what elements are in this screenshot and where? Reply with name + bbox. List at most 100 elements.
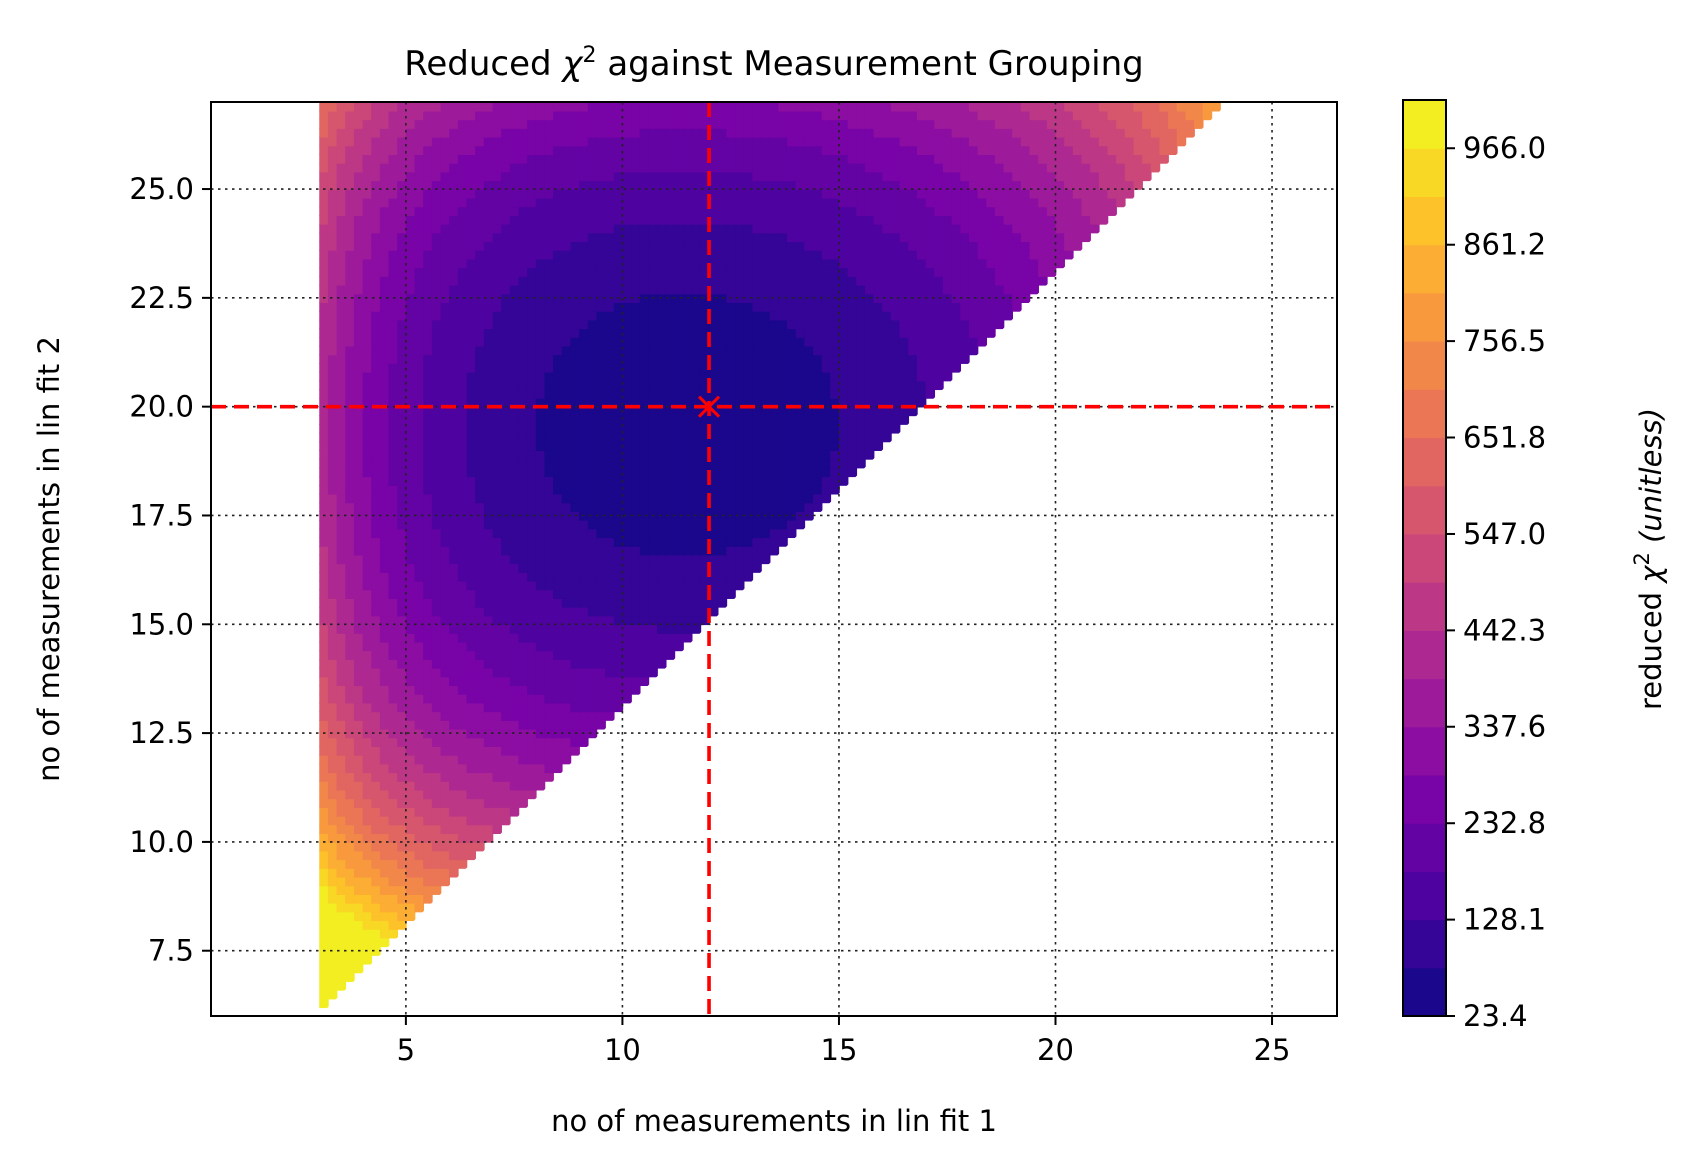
contour-cell [518, 302, 528, 312]
contour-cell [319, 589, 329, 599]
contour-cell [379, 728, 390, 739]
contour-cell [449, 397, 459, 408]
contour-cell [882, 345, 892, 356]
contour-cell [873, 206, 884, 216]
contour-cell [544, 371, 554, 382]
contour-cell [778, 467, 788, 478]
contour-cell [847, 206, 858, 216]
contour-cell [483, 415, 494, 425]
contour-cell [709, 180, 719, 190]
contour-cell [319, 458, 329, 469]
contour-cell [327, 145, 338, 156]
contour-cell [553, 676, 563, 687]
contour-cell [726, 154, 736, 164]
contour-cell [371, 580, 381, 591]
contour-cell [882, 258, 892, 269]
contour-cell [535, 545, 546, 556]
contour-cell [527, 720, 537, 730]
contour-cell [501, 241, 511, 251]
contour-cell [631, 441, 641, 451]
contour-cell [345, 310, 355, 321]
contour-cell [449, 502, 459, 512]
contour-cell [561, 223, 572, 234]
contour-cell [735, 162, 745, 173]
contour-cell [674, 528, 684, 539]
contour-cell [501, 685, 511, 695]
contour-cell [934, 328, 944, 338]
contour-cell [648, 189, 658, 199]
contour-cell [483, 424, 494, 434]
contour-cell [916, 232, 927, 243]
contour-cell [1020, 258, 1031, 269]
contour-cell [440, 841, 450, 852]
contour-cell [449, 476, 459, 486]
contour-cell [821, 319, 832, 330]
contour-cell [1046, 267, 1057, 277]
contour-cell [466, 833, 476, 843]
contour-cell [423, 894, 433, 904]
contour-cell [648, 337, 658, 347]
contour-cell [397, 284, 407, 295]
contour-cell [483, 580, 494, 591]
contour-cell [613, 615, 624, 626]
contour-cell [726, 432, 736, 443]
contour-cell [336, 911, 347, 922]
contour-cell [319, 772, 329, 782]
contour-cell [388, 589, 399, 599]
contour-cell [553, 502, 563, 512]
contour-cell [908, 267, 918, 277]
contour-cell [336, 276, 347, 286]
contour-cell [986, 284, 996, 295]
contour-cell [362, 798, 373, 808]
contour-cell [561, 162, 572, 173]
contour-cell [501, 659, 511, 669]
contour-cell [345, 772, 355, 782]
contour-cell [371, 511, 381, 521]
contour-cell [553, 685, 563, 695]
contour-cell [882, 293, 892, 303]
contour-cell [527, 659, 537, 669]
contour-cell [596, 249, 606, 260]
contour-cell [501, 624, 511, 634]
contour-cell [440, 676, 450, 687]
contour-cell [345, 894, 355, 904]
contour-cell [362, 920, 373, 930]
contour-cell [336, 815, 347, 826]
contour-cell [812, 171, 823, 182]
contour-cell [327, 928, 338, 939]
contour-cell [440, 667, 450, 678]
contour-cell [431, 206, 442, 216]
contour-cell [414, 467, 425, 478]
contour-cell [414, 580, 425, 591]
contour-cell [423, 397, 433, 408]
contour-cell [761, 545, 771, 556]
contour-cell [786, 302, 797, 312]
contour-cell [388, 162, 399, 173]
contour-cell [475, 180, 485, 190]
contour-cell [890, 189, 901, 199]
contour-cell [838, 180, 849, 190]
contour-cell [371, 276, 381, 286]
contour-cell [605, 502, 615, 512]
contour-cell [440, 589, 450, 599]
contour-cell [327, 406, 338, 417]
contour-cell [847, 249, 858, 260]
contour-cell [397, 763, 407, 774]
contour-cell [466, 624, 476, 634]
contour-cell [665, 162, 676, 173]
contour-cell [405, 554, 416, 565]
contour-cell [414, 798, 425, 808]
contour-cell [405, 789, 416, 800]
contour-cell [345, 380, 355, 391]
contour-cell [371, 389, 381, 399]
contour-cell [726, 180, 736, 190]
contour-cell [353, 754, 364, 765]
contour-cell [648, 397, 658, 408]
contour-cell [518, 720, 528, 730]
contour-cell [327, 371, 338, 382]
contour-cell [873, 415, 884, 425]
contour-cell [1064, 154, 1074, 164]
contour-cell [414, 154, 425, 164]
contour-cell [908, 380, 918, 391]
contour-cell [587, 241, 598, 251]
